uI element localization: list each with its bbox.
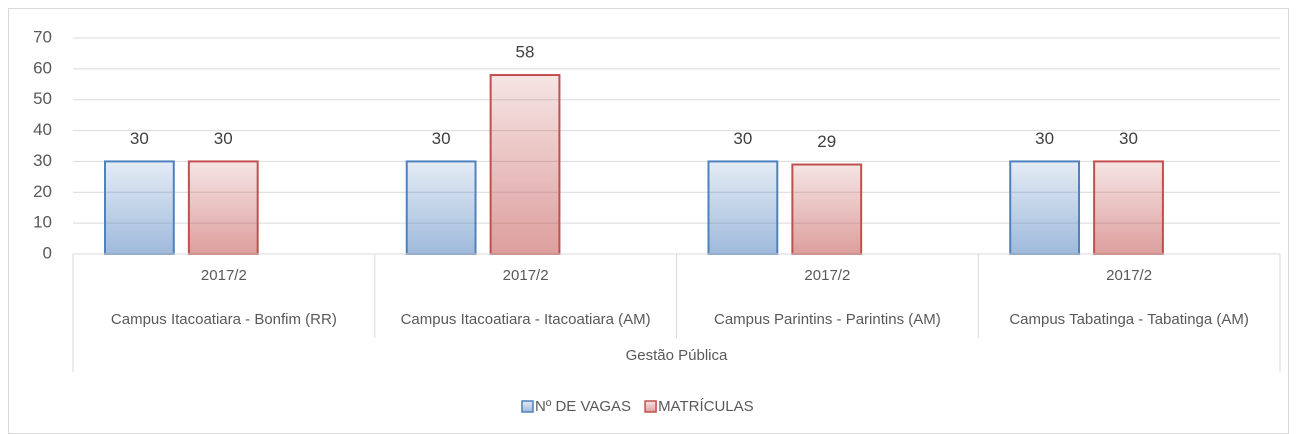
bar (1093, 160, 1164, 255)
value-label: 30 (214, 129, 233, 148)
bar (1009, 160, 1081, 255)
x-tick-label: Campus Itacoatiara - Bonfim (RR) (111, 311, 337, 328)
y-tick-label: 40 (33, 120, 52, 139)
y-tick-label: 0 (43, 243, 52, 262)
x-tick-label: 2017/2 (804, 267, 850, 284)
y-tick-label: 50 (33, 89, 52, 108)
x-group-label: Gestão Pública (626, 347, 728, 364)
value-label: 29 (817, 132, 836, 151)
x-tick-label: 2017/2 (201, 267, 247, 284)
value-label: 30 (733, 129, 752, 148)
bar (791, 163, 863, 255)
y-tick-label: 20 (33, 182, 52, 201)
legend-label: MATRÍCULAS (658, 398, 754, 415)
x-tick-label: 2017/2 (503, 267, 549, 284)
y-tick-label: 10 (33, 213, 52, 232)
x-tick-label: Campus Itacoatiara - Itacoatiara (AM) (401, 311, 651, 328)
value-label: 30 (1035, 129, 1054, 148)
y-tick-label: 70 (33, 27, 52, 46)
y-tick-label: 30 (33, 151, 52, 170)
legend-swatch (521, 400, 534, 413)
x-tick-label: Campus Tabatinga - Tabatinga (AM) (1009, 311, 1249, 328)
value-label: 30 (130, 129, 149, 148)
x-tick-label: Campus Parintins - Parintins (AM) (714, 311, 941, 328)
bar (187, 160, 259, 255)
bar (707, 160, 779, 255)
value-label: 30 (432, 129, 451, 148)
value-label: 30 (1119, 129, 1138, 148)
value-label: 58 (516, 43, 535, 62)
x-tick-label: 2017/2 (1106, 267, 1152, 284)
bar (405, 160, 477, 255)
bar (103, 160, 175, 255)
legend-swatch (644, 400, 657, 413)
bar (489, 74, 561, 256)
y-tick-label: 60 (33, 58, 52, 77)
legend-label: Nº DE VAGAS (535, 398, 631, 415)
